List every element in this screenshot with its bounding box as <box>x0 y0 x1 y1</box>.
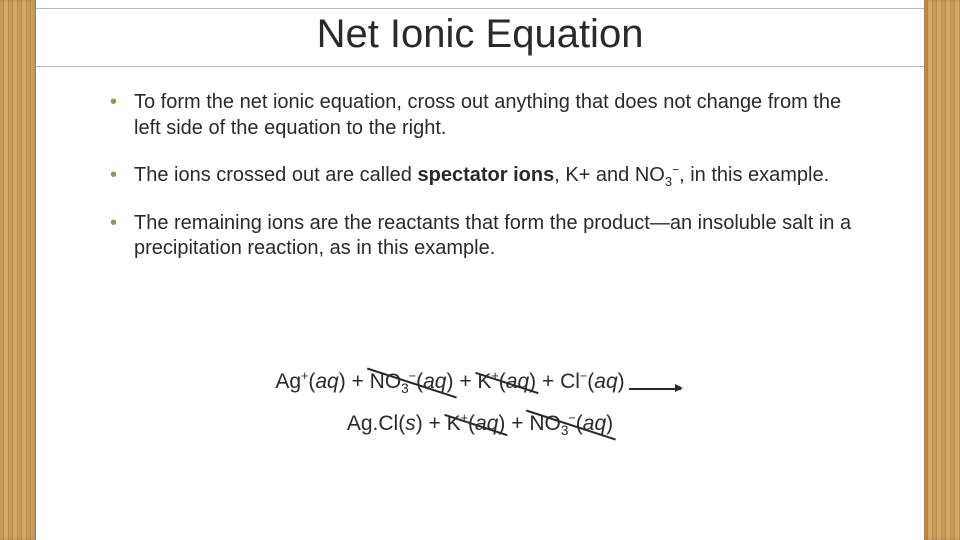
equation-plus: + <box>346 370 370 393</box>
wood-strip-left <box>0 0 36 540</box>
bullet-2-bold: spectator ions <box>418 164 555 186</box>
bullet-list: To form the net ionic equation, cross ou… <box>110 90 870 262</box>
equation-term: NO3−(aq) <box>529 412 613 436</box>
wood-strip-right <box>924 0 960 540</box>
equation-term: NO3−(aq) <box>370 370 454 394</box>
bullet-2-mid: , K+ and NO <box>554 164 665 186</box>
equation-term: K+(aq) <box>477 370 536 394</box>
slide-title: Net Ionic Equation <box>0 12 960 57</box>
bullet-2-sub: 3 <box>665 174 672 189</box>
bullet-2-post: , in this example. <box>679 164 829 186</box>
equation-plus: + <box>423 412 447 435</box>
equation-term: Ag.Cl(s) <box>347 412 423 436</box>
bullet-2: The ions crossed out are called spectato… <box>110 163 870 189</box>
equation-plus: + <box>453 370 477 393</box>
equation-term: Cl−(aq) <box>560 370 625 394</box>
bullet-2-pre: The ions crossed out are called <box>134 164 418 186</box>
top-rule <box>36 8 924 9</box>
slide: Net Ionic Equation To form the net ionic… <box>0 0 960 540</box>
equation-term: Ag+(aq) <box>275 370 345 394</box>
title-underline <box>36 66 924 67</box>
equation-plus: + <box>536 370 560 393</box>
equation-term: K+(aq) <box>447 412 506 436</box>
bullet-3-text: The remaining ions are the reactants tha… <box>134 212 851 260</box>
slide-body: To form the net ionic equation, cross ou… <box>110 90 870 284</box>
equation-products: Ag.Cl(s) + K+(aq) + NO3−(aq) <box>0 412 960 436</box>
equation-plus: + <box>505 412 529 435</box>
bullet-3: The remaining ions are the reactants tha… <box>110 211 870 262</box>
equation: Ag+(aq) + NO3−(aq) + K+(aq) + Cl−(aq) Ag… <box>0 370 960 436</box>
bullet-1-text: To form the net ionic equation, cross ou… <box>134 91 841 139</box>
equation-reactants: Ag+(aq) + NO3−(aq) + K+(aq) + Cl−(aq) <box>0 370 960 394</box>
bullet-1: To form the net ionic equation, cross ou… <box>110 90 870 141</box>
